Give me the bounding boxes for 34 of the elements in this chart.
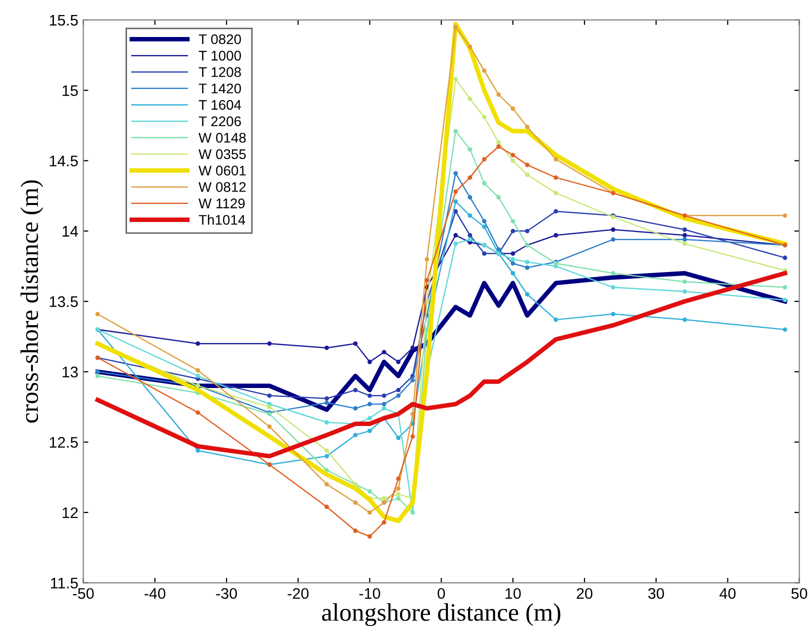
- x-tick-label: 10: [506, 588, 521, 599]
- x-tick-label: -50: [72, 588, 94, 599]
- x-tick-label: -20: [288, 588, 309, 599]
- x-tick-label: -30: [216, 588, 237, 599]
- y-tick-label: 11.5: [51, 578, 78, 589]
- x-tick-label: 20: [576, 588, 592, 599]
- legend-label: T 0820: [198, 34, 241, 44]
- x-tick-label: 50: [791, 588, 808, 599]
- y-tick-label: 14: [62, 226, 78, 237]
- x-axis-title: alongshore distance (m): [322, 603, 560, 626]
- legend-label: T 1208: [198, 67, 241, 78]
- legend-label: Th1014: [198, 214, 246, 225]
- y-tick-label: 12: [62, 507, 78, 518]
- legend-label: T 1000: [198, 50, 241, 61]
- y-axis-title: cross-shore distance (m): [20, 180, 44, 423]
- legend-label: T 1604: [198, 100, 242, 110]
- legend-label: W 0812: [198, 182, 246, 192]
- x-tick-label: 30: [648, 588, 664, 599]
- legend-label: W 0355: [198, 149, 246, 160]
- legend-label: W 0148: [198, 132, 246, 143]
- y-tick-label: 12.5: [50, 436, 78, 448]
- y-tick-label: 13.5: [50, 296, 78, 308]
- legend-label: T 2206: [198, 116, 241, 126]
- legend-label: W 1129: [198, 198, 245, 208]
- legend-label: W 0601: [198, 166, 246, 176]
- x-tick-label: 0: [438, 588, 445, 599]
- legend-label: T 1420: [198, 84, 241, 94]
- x-tick-label: -10: [359, 588, 380, 599]
- x-tick-label: 40: [720, 588, 736, 599]
- y-tick-label: 15.5: [50, 14, 78, 26]
- y-tick-label: 14.5: [50, 156, 78, 166]
- y-tick-label: 15: [62, 85, 78, 96]
- x-tick-label: -40: [144, 588, 166, 599]
- y-tick-label: 13: [62, 366, 78, 378]
